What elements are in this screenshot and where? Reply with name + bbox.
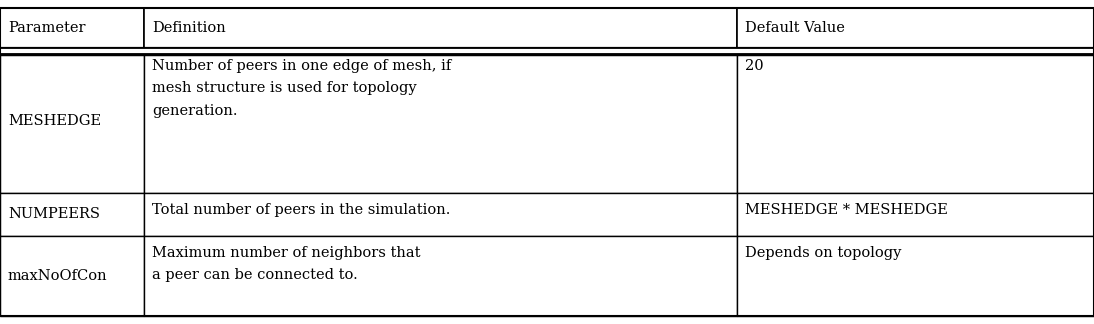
Text: Default Value: Default Value bbox=[745, 21, 846, 35]
Text: maxNoOfCon: maxNoOfCon bbox=[8, 269, 107, 283]
Text: Depends on topology: Depends on topology bbox=[745, 246, 901, 260]
Text: MESHEDGE * MESHEDGE: MESHEDGE * MESHEDGE bbox=[745, 203, 948, 217]
Bar bbox=[0, 236, 144, 316]
Text: Definition: Definition bbox=[152, 21, 226, 35]
Text: 20: 20 bbox=[745, 59, 764, 73]
Text: Parameter: Parameter bbox=[8, 21, 85, 35]
Bar bbox=[144, 193, 737, 236]
Bar bbox=[737, 236, 1094, 316]
Text: Total number of peers in the simulation.: Total number of peers in the simulation. bbox=[152, 203, 451, 217]
Bar bbox=[0, 49, 144, 193]
Bar bbox=[144, 49, 737, 193]
Text: mesh structure is used for topology: mesh structure is used for topology bbox=[152, 81, 417, 95]
Text: Maximum number of neighbors that: Maximum number of neighbors that bbox=[152, 246, 421, 260]
Text: NUMPEERS: NUMPEERS bbox=[8, 207, 100, 221]
Bar bbox=[737, 49, 1094, 193]
Bar bbox=[737, 193, 1094, 236]
Text: generation.: generation. bbox=[152, 104, 237, 118]
Bar bbox=[144, 8, 737, 49]
Bar bbox=[737, 8, 1094, 49]
Text: a peer can be connected to.: a peer can be connected to. bbox=[152, 268, 358, 283]
Bar bbox=[0, 193, 144, 236]
Text: MESHEDGE: MESHEDGE bbox=[8, 114, 101, 128]
Bar bbox=[0, 8, 144, 49]
Bar bbox=[144, 236, 737, 316]
Text: Number of peers in one edge of mesh, if: Number of peers in one edge of mesh, if bbox=[152, 59, 452, 73]
